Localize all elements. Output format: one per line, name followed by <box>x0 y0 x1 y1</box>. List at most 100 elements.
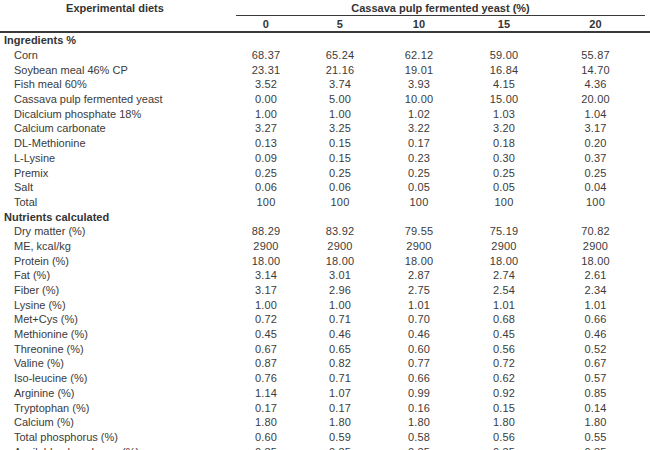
cell-value: 83.92 <box>302 225 378 237</box>
row-label: Fiber (%) <box>0 284 230 296</box>
section-row: Ingredients % <box>0 33 650 48</box>
cell-value: 0.04 <box>548 181 643 193</box>
cell-value: 2900 <box>302 240 378 252</box>
cell-value: 1.14 <box>230 387 302 399</box>
cell-value: 3.27 <box>230 122 302 134</box>
row-label: Dry matter (%) <box>0 225 230 237</box>
table-row: Tryptophan (%)0.170.170.160.150.14 <box>0 400 650 415</box>
cell-value: 18.00 <box>230 255 302 267</box>
cell-value: 0.57 <box>548 372 643 384</box>
cell-value: 2.87 <box>378 269 460 281</box>
table-row: Calcium carbonate3.273.253.223.203.17 <box>0 121 650 136</box>
cell-value: 3.52 <box>230 78 302 90</box>
cell-value: 2.96 <box>302 284 378 296</box>
cell-value: 0.35 <box>302 446 378 450</box>
row-label: Premix <box>0 167 230 179</box>
cell-value: 70.82 <box>548 225 643 237</box>
table-row: L-Lysine0.090.150.230.300.37 <box>0 151 650 166</box>
cell-value: 15.00 <box>460 93 548 105</box>
cell-value: 2.74 <box>460 269 548 281</box>
row-label: Fat (%) <box>0 269 230 281</box>
cell-value: 1.00 <box>302 299 378 311</box>
cell-value: 0.15 <box>302 137 378 149</box>
table-row: Lysine (%)1.001.001.011.011.01 <box>0 297 650 312</box>
column-header: 20 <box>548 18 643 30</box>
cell-value: 20.00 <box>548 93 643 105</box>
row-label: Total <box>0 196 230 208</box>
row-label: Tryptophan (%) <box>0 402 230 414</box>
cell-value: 0.25 <box>460 167 548 179</box>
cell-value: 0.13 <box>230 137 302 149</box>
cell-value: 0.17 <box>230 402 302 414</box>
row-label: Iso-leucine (%) <box>0 372 230 384</box>
cell-value: 0.09 <box>230 152 302 164</box>
cell-value: 3.93 <box>378 78 460 90</box>
table-row: Dicalcium phosphate 18%1.001.001.021.031… <box>0 106 650 121</box>
cell-value: 0.05 <box>460 181 548 193</box>
cell-value: 0.92 <box>460 387 548 399</box>
cell-value: 0.17 <box>378 137 460 149</box>
cell-value: 3.74 <box>302 78 378 90</box>
table-row: Fat (%)3.143.012.872.742.61 <box>0 268 650 283</box>
cell-value: 75.19 <box>460 225 548 237</box>
cell-value: 0.82 <box>302 357 378 369</box>
row-label: DL-Methionine <box>0 137 230 149</box>
row-label: Protein (%) <box>0 255 230 267</box>
row-label: Dicalcium phosphate 18% <box>0 108 230 120</box>
cell-value: 3.14 <box>230 269 302 281</box>
table-row: Total100100100100100 <box>0 195 650 210</box>
cell-value: 3.17 <box>230 284 302 296</box>
cell-value: 2.75 <box>378 284 460 296</box>
cell-value: 100 <box>548 196 643 208</box>
section-title: Ingredients % <box>0 34 230 46</box>
cell-value: 0.46 <box>548 328 643 340</box>
cell-value: 0.72 <box>230 313 302 325</box>
cell-value: 0.77 <box>378 357 460 369</box>
cell-value: 10.00 <box>378 93 460 105</box>
cell-value: 2.34 <box>548 284 643 296</box>
cell-value: 2900 <box>230 240 302 252</box>
section-row: Nutrients calculated <box>0 209 650 224</box>
cell-value: 0.14 <box>548 402 643 414</box>
cell-value: 0.87 <box>230 357 302 369</box>
cell-value: 5.00 <box>302 93 378 105</box>
diet-composition-table: Experimental diets Cassava pulp fermente… <box>0 0 650 450</box>
cell-value: 1.80 <box>460 416 548 428</box>
cell-value: 0.60 <box>230 431 302 443</box>
cell-value: 79.55 <box>378 225 460 237</box>
cell-value: 100 <box>460 196 548 208</box>
cell-value: 1.01 <box>548 299 643 311</box>
cell-value: 0.15 <box>460 402 548 414</box>
cell-value: 1.02 <box>378 108 460 120</box>
cell-value: 0.60 <box>378 343 460 355</box>
table-row: Arginine (%)1.141.070.990.920.85 <box>0 386 650 401</box>
cell-value: 59.00 <box>460 49 548 61</box>
cell-value: 18.00 <box>548 255 643 267</box>
cell-value: 0.05 <box>378 181 460 193</box>
cell-value: 3.25 <box>302 122 378 134</box>
row-label: Total phosphorus (%) <box>0 431 230 443</box>
cell-value: 0.37 <box>548 152 643 164</box>
cell-value: 1.80 <box>230 416 302 428</box>
cell-value: 16.84 <box>460 64 548 76</box>
table-row: Dry matter (%)88.2983.9279.5575.1970.82 <box>0 224 650 239</box>
column-header: 15 <box>460 18 548 30</box>
table-row: Premix0.250.250.250.250.25 <box>0 165 650 180</box>
row-label: Lysine (%) <box>0 299 230 311</box>
cell-value: 0.67 <box>230 343 302 355</box>
column-header: 5 <box>302 18 378 30</box>
cell-value: 0.15 <box>302 152 378 164</box>
cell-value: 0.25 <box>302 167 378 179</box>
cell-value: 0.45 <box>460 328 548 340</box>
cell-value: 88.29 <box>230 225 302 237</box>
row-label: L-Lysine <box>0 152 230 164</box>
table-row: Iso-leucine (%)0.760.710.660.620.57 <box>0 371 650 386</box>
row-label: Methionine (%) <box>0 328 230 340</box>
cell-value: 0.65 <box>302 343 378 355</box>
cell-value: 3.20 <box>460 122 548 134</box>
cell-value: 14.70 <box>548 64 643 76</box>
cell-value: 0.17 <box>302 402 378 414</box>
cell-value: 100 <box>230 196 302 208</box>
cell-value: 4.36 <box>548 78 643 90</box>
cell-value: 0.56 <box>460 343 548 355</box>
